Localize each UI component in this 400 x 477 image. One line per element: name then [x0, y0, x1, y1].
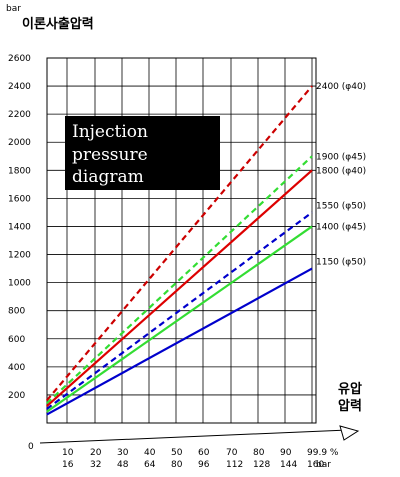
x-bar-tick: 144: [280, 460, 297, 470]
y-tick-label: 1200: [8, 251, 31, 261]
series-line: [46, 211, 313, 410]
series-line: [46, 267, 313, 416]
y-tick-label: 800: [8, 307, 25, 317]
x-axis-arrow: [339, 425, 360, 441]
x-percent-tick: 40: [144, 448, 156, 458]
title-line-2: pressure: [72, 145, 148, 165]
x-percent-tick: 20: [90, 448, 102, 458]
y-tick-label: 2600: [8, 54, 31, 64]
y-tick-label: 1800: [8, 166, 31, 176]
x-percent-tick: 10: [62, 448, 74, 458]
x-axis-title-1: 유압: [338, 382, 362, 397]
y-tick-label: 1600: [8, 194, 31, 204]
x-percent-tick: 60: [198, 448, 210, 458]
x-percent-tick: 50: [171, 448, 183, 458]
y-axis-title: 이론사출압력: [22, 16, 94, 32]
y-unit-label: bar: [6, 4, 21, 14]
x-bar-tick: 112: [226, 460, 243, 470]
series-lines: [45, 85, 313, 416]
x-bar-unit: bar: [316, 460, 331, 470]
x-axis-title-2: 압력: [338, 399, 362, 414]
x-percent-tick: 99.9 %: [307, 448, 339, 458]
series-label: 1400 (φ45): [316, 222, 366, 232]
y-tick-label: 400: [8, 363, 25, 373]
x-bar-tick: 80: [171, 460, 183, 470]
y-tick-label: 1400: [8, 222, 31, 232]
x-bar-tick: 64: [144, 460, 156, 470]
series-labels: 2400 (φ40) 1900 (φ45) 1800 (φ40) 1550 (φ50)…: [316, 82, 366, 267]
x-bar-tick: 32: [90, 460, 101, 470]
series-label: 1800 (φ40): [316, 166, 366, 176]
series-line: [46, 169, 313, 407]
x-percent-tick: 80: [253, 448, 265, 458]
series-label: 1550 (φ50): [316, 201, 366, 211]
x-percent-tick: 30: [117, 448, 129, 458]
x-bar-tick: 48: [117, 460, 129, 470]
y-tick-label: 200: [8, 391, 25, 401]
series-line: [46, 155, 313, 405]
y-zero-label: 0: [28, 442, 34, 452]
x-percent-tick: 90: [280, 448, 292, 458]
y-tick-label: 600: [8, 335, 25, 345]
y-tick-label: 1000: [8, 279, 31, 289]
x-percent-tick: 70: [226, 448, 238, 458]
title-line-3: diagram: [72, 167, 144, 187]
x-bar-tick: 16: [62, 460, 74, 470]
x-axis-line: [39, 429, 349, 444]
series-line: [45, 85, 313, 402]
title-box: [65, 116, 220, 190]
series-label: 1150 (φ50): [316, 258, 366, 268]
y-tick-label: 2000: [8, 138, 31, 148]
series-label: 1900 (φ45): [316, 152, 366, 162]
x-bar-tick: 96: [198, 460, 210, 470]
y-tick-label: 2400: [8, 82, 31, 92]
x-tick-labels: 10 20 30 40 50 60 70 80 90 99.9 % 16 32 48 64 80 96 112 1…: [62, 448, 339, 470]
series-line: [46, 225, 313, 413]
y-tick-labels: 200 400 600 800 1000 1200 1400 1600 1800 2000 2200…: [8, 54, 31, 401]
x-bar-tick: 128: [253, 460, 270, 470]
y-tick-label: 2200: [8, 110, 31, 120]
x-bar-tick: 160: [307, 460, 324, 470]
series-label: 2400 (φ40): [316, 82, 366, 92]
title-line-1: Injection: [72, 122, 148, 142]
